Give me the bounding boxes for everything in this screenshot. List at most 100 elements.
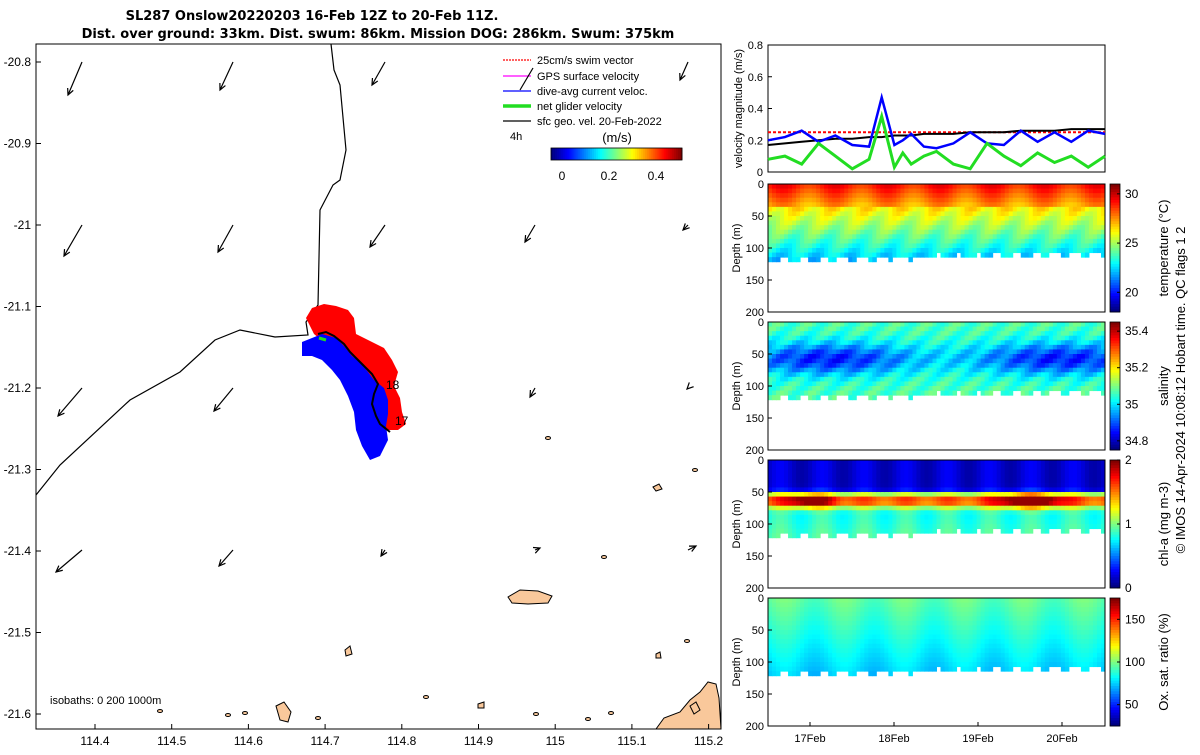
section-colorbar: 35.4 35.2 35 34.8 salinity xyxy=(1110,322,1171,450)
section-ylabel: Depth (m) xyxy=(731,224,743,273)
depth-tick-label: 200 xyxy=(746,721,764,733)
land-islet xyxy=(226,714,231,717)
lon-tick-label: 114.6 xyxy=(234,734,263,748)
land-islet xyxy=(685,640,690,643)
depth-tick-label: 0 xyxy=(758,455,764,467)
velocity-ytick-label: 0.2 xyxy=(748,135,763,147)
lon-tick-label: 115 xyxy=(546,734,565,748)
land-islet xyxy=(316,717,321,720)
colorbar-title: (m/s) xyxy=(602,130,632,145)
lon-tick-label: 114.9 xyxy=(464,734,493,748)
section-ylabel: Depth (m) xyxy=(731,638,743,687)
depth-tick-label: 0 xyxy=(758,317,764,329)
colorbar-tick-label: 100 xyxy=(1125,655,1145,669)
latitude-axis: -20.8-20.9-21-21.1-21.2-21.3-21.4-21.5-2… xyxy=(4,55,41,721)
legend-gps: GPS surface velocity xyxy=(537,71,640,83)
colorbar-tick-label: 50 xyxy=(1125,698,1139,712)
net-glider-velocity-mark xyxy=(319,338,326,340)
lat-tick-label: -21.1 xyxy=(4,300,32,314)
legend-dive-avg: dive-avg current veloc. xyxy=(537,86,648,98)
colorbar-tick-label: 0 xyxy=(1125,581,1132,595)
section-colorbar-label: Ox. sat. ratio (%) xyxy=(1156,613,1171,711)
depth-tick-label: 150 xyxy=(746,689,764,701)
lon-tick-label: 114.7 xyxy=(311,734,340,748)
depth-tick-label: 150 xyxy=(746,275,764,287)
colorbar-tick-label: 20 xyxy=(1125,285,1139,299)
section-ylabel: Depth (m) xyxy=(731,500,743,549)
velocity-ytick-label: 0.6 xyxy=(748,72,763,84)
depth-tick-label: 100 xyxy=(746,657,764,669)
copyright-footer: © IMOS 14-Apr-2024 10:08:12 Hobart time.… xyxy=(1173,227,1188,554)
land-islet xyxy=(693,469,698,472)
colorbar-tick-label: 35 xyxy=(1125,397,1139,411)
velocity-ytick-label: 0 xyxy=(757,167,763,179)
lon-tick-label: 114.4 xyxy=(80,734,109,748)
colorbar-tick-label: 35.2 xyxy=(1125,361,1149,375)
section-colorbar-label: temperature (°C) xyxy=(1156,200,1171,297)
colorbar-tick-label: 34.8 xyxy=(1125,434,1149,448)
colorbar-tick-0: 0 xyxy=(559,169,566,183)
depth-tick-label: 50 xyxy=(752,625,764,637)
lon-tick-label: 115.2 xyxy=(694,734,723,748)
section-colorbar: 150 100 50 Ox. sat. ratio (%) xyxy=(1110,598,1171,726)
legend-geo: sfc geo. vel. 20-Feb-2022 xyxy=(537,116,662,128)
depth-tick-label: 50 xyxy=(752,349,764,361)
depth-tick-label: 150 xyxy=(746,413,764,425)
map-colorbar xyxy=(551,148,682,160)
velocity-ytick-label: 0.4 xyxy=(748,104,763,116)
colorbar-tick-label: 35.4 xyxy=(1125,324,1149,338)
title-line-2: Dist. over ground: 33km. Dist. swum: 86k… xyxy=(82,27,675,42)
lat-tick-label: -21.6 xyxy=(4,707,32,721)
velocity-ytick-label: 0.8 xyxy=(748,40,763,52)
lat-tick-label: -21.4 xyxy=(4,544,32,558)
colorbar-tick-label: 25 xyxy=(1125,236,1139,250)
land-islet xyxy=(546,437,551,440)
depth-tick-label: 50 xyxy=(752,211,764,223)
lon-tick-label: 115.1 xyxy=(617,734,646,748)
depth-tick-label: 150 xyxy=(746,551,764,563)
date-tick-label: 18Feb xyxy=(878,733,909,745)
section-colorbar-label: salinity xyxy=(1156,366,1171,406)
title-line-1: SL287 Onslow20220203 16-Feb 12Z to 20-Fe… xyxy=(126,9,499,24)
land-islet xyxy=(609,712,614,715)
colorbar-tick-label: 150 xyxy=(1125,612,1145,626)
isobaths-label: isobaths: 0 200 1000m xyxy=(50,695,161,707)
lat-tick-label: -21.2 xyxy=(4,381,32,395)
land-islet xyxy=(602,556,607,559)
track-label-18: 18 xyxy=(386,378,400,392)
land-islet xyxy=(424,696,429,699)
depth-tick-label: 100 xyxy=(746,519,764,531)
legend-swim-vector: 25cm/s swim vector xyxy=(537,55,634,67)
date-tick-label: 20Feb xyxy=(1046,733,1077,745)
depth-tick-label: 50 xyxy=(752,487,764,499)
date-tick-label: 17Feb xyxy=(794,733,825,745)
legend-scale-label: 4h xyxy=(510,131,522,143)
colorbar-tick-2: 0.4 xyxy=(648,169,665,183)
date-tick-label: 19Feb xyxy=(962,733,993,745)
land-islet xyxy=(534,713,539,716)
section-heatmap xyxy=(768,322,1106,400)
land-islet xyxy=(243,712,248,715)
depth-tick-label: 100 xyxy=(746,381,764,393)
colorbar-tick-label: 2 xyxy=(1125,453,1132,467)
section-heatmap xyxy=(768,598,1106,676)
land-islet xyxy=(158,710,163,713)
lat-tick-label: -21 xyxy=(14,218,32,232)
lat-tick-label: -20.9 xyxy=(4,137,32,151)
lat-tick-label: -21.3 xyxy=(4,463,32,477)
lon-tick-label: 114.5 xyxy=(157,734,186,748)
lon-tick-label: 114.8 xyxy=(387,734,416,748)
section-heatmap xyxy=(768,460,1106,538)
section-heatmap xyxy=(768,184,1106,262)
legend-net: net glider velocity xyxy=(537,101,622,113)
depth-tick-label: 100 xyxy=(746,243,764,255)
track-label-17: 17 xyxy=(395,414,409,428)
